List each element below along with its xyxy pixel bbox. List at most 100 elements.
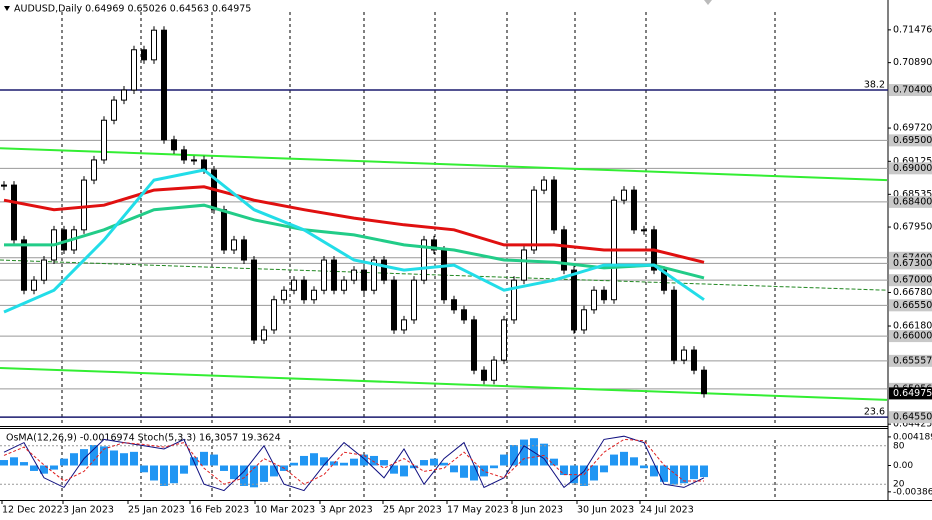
level-label-bg — [889, 354, 932, 367]
candle-body — [101, 119, 107, 161]
osma-bar — [660, 465, 668, 482]
osma-bar — [120, 453, 128, 466]
candle-body — [111, 99, 117, 121]
candle-body — [11, 184, 17, 241]
candle-body — [681, 349, 687, 361]
osma-bar — [40, 465, 48, 474]
y-tick-label: 0.66780 — [893, 287, 932, 298]
osma-bar — [170, 465, 178, 484]
osma-bar — [300, 455, 308, 466]
candle-body — [631, 189, 637, 231]
candle-body — [441, 249, 447, 301]
candle-body — [551, 179, 557, 231]
osma-bar — [0, 460, 8, 466]
osma-bar — [220, 465, 228, 471]
osma-bar — [700, 465, 708, 478]
osma-bar — [270, 465, 278, 477]
osma-bar — [550, 458, 558, 466]
shift-marker — [704, 0, 712, 5]
y-tick-label: 0.66180 — [893, 321, 932, 332]
fib-label: 23.6 — [864, 407, 885, 418]
osma-tick-label: -0.003862 — [893, 487, 932, 497]
osma-bar — [230, 465, 238, 480]
level-label-bg — [889, 299, 932, 312]
osma-bar — [200, 451, 208, 466]
candle-body — [451, 299, 457, 311]
osma-bar — [160, 465, 168, 486]
stoch-tick-label: 20 — [893, 480, 905, 490]
candle-body — [81, 179, 87, 231]
candle-body — [151, 29, 157, 61]
candle-body — [131, 49, 137, 91]
level-label: 0.64550 — [893, 412, 932, 423]
menu-triangle — [4, 6, 10, 11]
osma-bar — [490, 465, 498, 469]
osma-bar — [670, 465, 678, 485]
stoch-tick-label: 80 — [893, 441, 905, 451]
osma-bar — [350, 458, 358, 466]
osma-bar — [480, 465, 488, 477]
candle-body — [351, 269, 357, 281]
osma-bar — [460, 465, 468, 478]
candle-body — [401, 319, 407, 331]
candle-body — [531, 189, 537, 251]
osma-bar — [360, 454, 368, 466]
osma-bar — [620, 451, 628, 466]
osma-bar — [60, 458, 68, 466]
osma-bar — [390, 465, 398, 474]
candle-body — [471, 319, 477, 371]
osma-bar — [690, 465, 698, 480]
candle-body — [431, 239, 437, 251]
candle-body — [641, 229, 647, 232]
osma-bar — [340, 462, 348, 466]
candle-body — [501, 319, 507, 361]
osma-bar — [630, 457, 638, 466]
osma-bar — [440, 462, 448, 466]
candle-body — [461, 309, 467, 321]
candle-body — [601, 289, 607, 301]
candle-body — [511, 279, 517, 321]
level-label-bg — [889, 257, 932, 270]
osma-bar — [500, 454, 508, 466]
candle-body — [561, 229, 567, 271]
candle-body — [121, 89, 127, 101]
osma-bar — [90, 445, 98, 466]
osma-bar — [650, 465, 658, 477]
osma-bar — [420, 460, 428, 466]
candle-body — [671, 289, 677, 361]
candle-body — [91, 159, 97, 181]
osma-bar — [250, 465, 258, 488]
osma-bar — [10, 457, 18, 466]
osma-bar — [320, 457, 328, 466]
osma-bar — [30, 465, 38, 471]
candle-body — [521, 249, 527, 281]
osma-bar — [640, 465, 648, 469]
osma-bar — [140, 465, 148, 473]
moving-average — [3, 168, 705, 314]
candle-body — [691, 349, 697, 371]
x-tick-label: 10 Mar 2023 — [255, 505, 315, 516]
level-label: 0.65557 — [893, 355, 932, 366]
osma-bar — [680, 465, 688, 484]
candle-body — [701, 369, 707, 395]
candle-body — [571, 269, 577, 331]
candle-body — [491, 359, 497, 381]
osma-bar — [110, 450, 118, 466]
osma-bar — [70, 453, 78, 466]
candle-body — [1, 184, 7, 187]
candle-body — [221, 209, 227, 251]
candle-body — [481, 369, 487, 381]
trendline — [0, 259, 888, 291]
osma-bar — [370, 455, 378, 466]
osma-bar — [470, 465, 478, 481]
trendline — [0, 147, 888, 182]
candle-body — [181, 149, 187, 161]
stoch-main-line — [3, 435, 705, 492]
candle-body — [321, 259, 327, 291]
osma-bar — [290, 462, 298, 466]
candle-body — [31, 279, 37, 291]
y-tick-label: 0.71476 — [893, 24, 932, 35]
level-label-bg — [889, 330, 932, 343]
y-tick-label: 0.67950 — [893, 222, 932, 233]
